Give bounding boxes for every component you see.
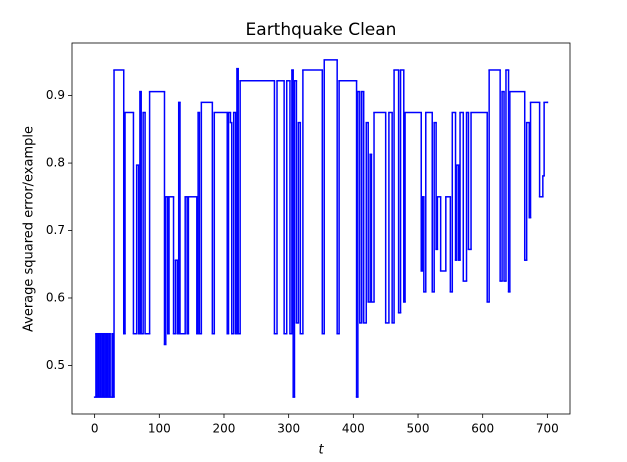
x-tick-label: 400 bbox=[342, 422, 365, 436]
plot-frame bbox=[71, 42, 571, 415]
y-tick-label: 0.5 bbox=[46, 358, 65, 372]
x-tick-label: 100 bbox=[148, 422, 171, 436]
y-axis-label: Average squared error/example bbox=[22, 126, 37, 332]
x-tick-label: 300 bbox=[277, 422, 300, 436]
x-tick-label: 700 bbox=[536, 422, 559, 436]
y-tick-label: 0.9 bbox=[46, 88, 65, 102]
chart-title: Earthquake Clean bbox=[246, 20, 397, 40]
x-tick-label: 500 bbox=[407, 422, 430, 436]
x-axis-label: t bbox=[318, 443, 324, 458]
y-tick-label: 0.7 bbox=[46, 223, 65, 237]
x-tick-label: 0 bbox=[91, 422, 99, 436]
x-tick-label: 600 bbox=[471, 422, 494, 436]
y-tick-label: 0.6 bbox=[46, 290, 65, 304]
x-tick-label: 200 bbox=[213, 422, 236, 436]
y-tick-label: 0.8 bbox=[46, 156, 65, 170]
